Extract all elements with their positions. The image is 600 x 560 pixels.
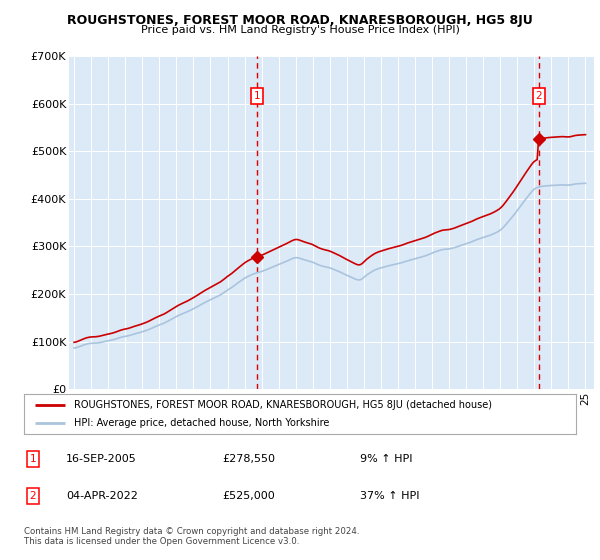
Text: 1: 1 xyxy=(253,91,260,101)
Text: HPI: Average price, detached house, North Yorkshire: HPI: Average price, detached house, Nort… xyxy=(74,418,329,428)
Text: 04-APR-2022: 04-APR-2022 xyxy=(66,491,138,501)
Text: 16-SEP-2005: 16-SEP-2005 xyxy=(66,454,137,464)
Text: 2: 2 xyxy=(535,91,542,101)
Text: ROUGHSTONES, FOREST MOOR ROAD, KNARESBOROUGH, HG5 8JU (detached house): ROUGHSTONES, FOREST MOOR ROAD, KNARESBOR… xyxy=(74,400,491,409)
Text: 9% ↑ HPI: 9% ↑ HPI xyxy=(360,454,413,464)
Text: 1: 1 xyxy=(29,454,37,464)
Text: 37% ↑ HPI: 37% ↑ HPI xyxy=(360,491,419,501)
Text: Contains HM Land Registry data © Crown copyright and database right 2024.
This d: Contains HM Land Registry data © Crown c… xyxy=(24,526,359,546)
Text: Price paid vs. HM Land Registry's House Price Index (HPI): Price paid vs. HM Land Registry's House … xyxy=(140,25,460,35)
Text: ROUGHSTONES, FOREST MOOR ROAD, KNARESBOROUGH, HG5 8JU: ROUGHSTONES, FOREST MOOR ROAD, KNARESBOR… xyxy=(67,14,533,27)
Text: £278,550: £278,550 xyxy=(222,454,275,464)
Text: £525,000: £525,000 xyxy=(222,491,275,501)
Text: 2: 2 xyxy=(29,491,37,501)
